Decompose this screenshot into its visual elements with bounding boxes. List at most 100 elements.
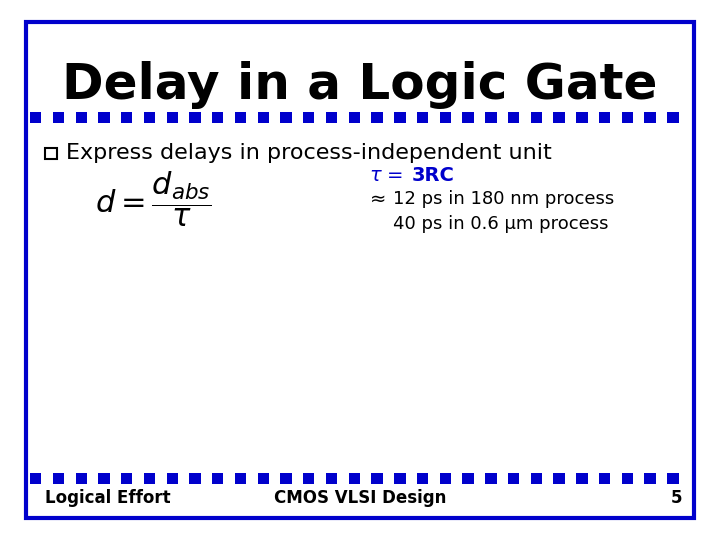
Bar (235, 112, 246, 123)
Text: $\tau$ =: $\tau$ = (369, 166, 404, 185)
Bar (30, 112, 42, 123)
Bar (611, 473, 621, 484)
Bar (76, 112, 87, 123)
Bar (30, 473, 42, 484)
Bar (42, 473, 53, 484)
Bar (235, 473, 246, 484)
Bar (360, 112, 372, 123)
Bar (109, 112, 121, 123)
Bar (212, 112, 223, 123)
Bar (53, 473, 64, 484)
Bar (451, 473, 462, 484)
Bar (564, 473, 576, 484)
Bar (166, 112, 178, 123)
Bar (667, 473, 678, 484)
Bar (45, 148, 57, 159)
Bar (87, 473, 99, 484)
Bar (621, 112, 633, 123)
Bar (348, 112, 360, 123)
Bar (144, 473, 156, 484)
Bar (223, 473, 235, 484)
Bar (372, 473, 383, 484)
Bar (269, 112, 280, 123)
Bar (42, 112, 53, 123)
Text: $d = \dfrac{d_{abs}}{\tau}$: $d = \dfrac{d_{abs}}{\tau}$ (94, 169, 211, 229)
Bar (315, 112, 326, 123)
Bar (508, 112, 519, 123)
Bar (99, 473, 109, 484)
Bar (428, 473, 440, 484)
Bar (269, 473, 280, 484)
Bar (576, 112, 588, 123)
Bar (678, 112, 690, 123)
Bar (554, 112, 564, 123)
Bar (394, 112, 405, 123)
Bar (405, 112, 417, 123)
Text: 3RC: 3RC (412, 166, 455, 185)
Bar (633, 112, 644, 123)
Bar (542, 473, 554, 484)
Text: CMOS VLSI Design: CMOS VLSI Design (274, 489, 446, 507)
Bar (178, 473, 189, 484)
Bar (599, 112, 611, 123)
Bar (417, 112, 428, 123)
Bar (144, 112, 156, 123)
Bar (337, 473, 348, 484)
Bar (519, 473, 531, 484)
Bar (531, 112, 542, 123)
Bar (633, 473, 644, 484)
Bar (519, 112, 531, 123)
Text: 40 ps in 0.6 μm process: 40 ps in 0.6 μm process (393, 215, 608, 233)
Bar (417, 473, 428, 484)
Bar (337, 112, 348, 123)
Bar (280, 112, 292, 123)
Bar (531, 473, 542, 484)
Bar (348, 473, 360, 484)
Bar (132, 473, 144, 484)
Bar (497, 112, 508, 123)
Bar (497, 473, 508, 484)
Bar (303, 112, 315, 123)
Bar (656, 112, 667, 123)
Bar (554, 473, 564, 484)
Bar (485, 112, 497, 123)
Bar (599, 473, 611, 484)
Bar (87, 112, 99, 123)
Bar (474, 473, 485, 484)
Bar (109, 473, 121, 484)
Bar (201, 112, 212, 123)
Bar (64, 112, 76, 123)
Bar (326, 473, 337, 484)
Bar (280, 473, 292, 484)
Bar (564, 112, 576, 123)
Bar (621, 473, 633, 484)
Bar (428, 112, 440, 123)
Bar (246, 473, 258, 484)
Bar (246, 112, 258, 123)
Bar (588, 473, 599, 484)
Bar (383, 112, 394, 123)
Bar (121, 473, 132, 484)
Text: Delay in a Logic Gate: Delay in a Logic Gate (63, 61, 657, 109)
Bar (644, 473, 656, 484)
Bar (611, 112, 621, 123)
Text: Logical Effort: Logical Effort (45, 489, 171, 507)
Bar (53, 112, 64, 123)
Bar (189, 112, 201, 123)
Bar (440, 473, 451, 484)
Bar (440, 112, 451, 123)
Bar (360, 473, 372, 484)
Bar (656, 473, 667, 484)
Bar (462, 473, 474, 484)
Bar (156, 473, 166, 484)
Bar (99, 112, 109, 123)
Bar (576, 473, 588, 484)
Bar (474, 112, 485, 123)
Bar (178, 112, 189, 123)
Bar (258, 473, 269, 484)
Bar (121, 112, 132, 123)
Bar (508, 473, 519, 484)
Bar (258, 112, 269, 123)
Bar (588, 112, 599, 123)
Bar (292, 112, 303, 123)
